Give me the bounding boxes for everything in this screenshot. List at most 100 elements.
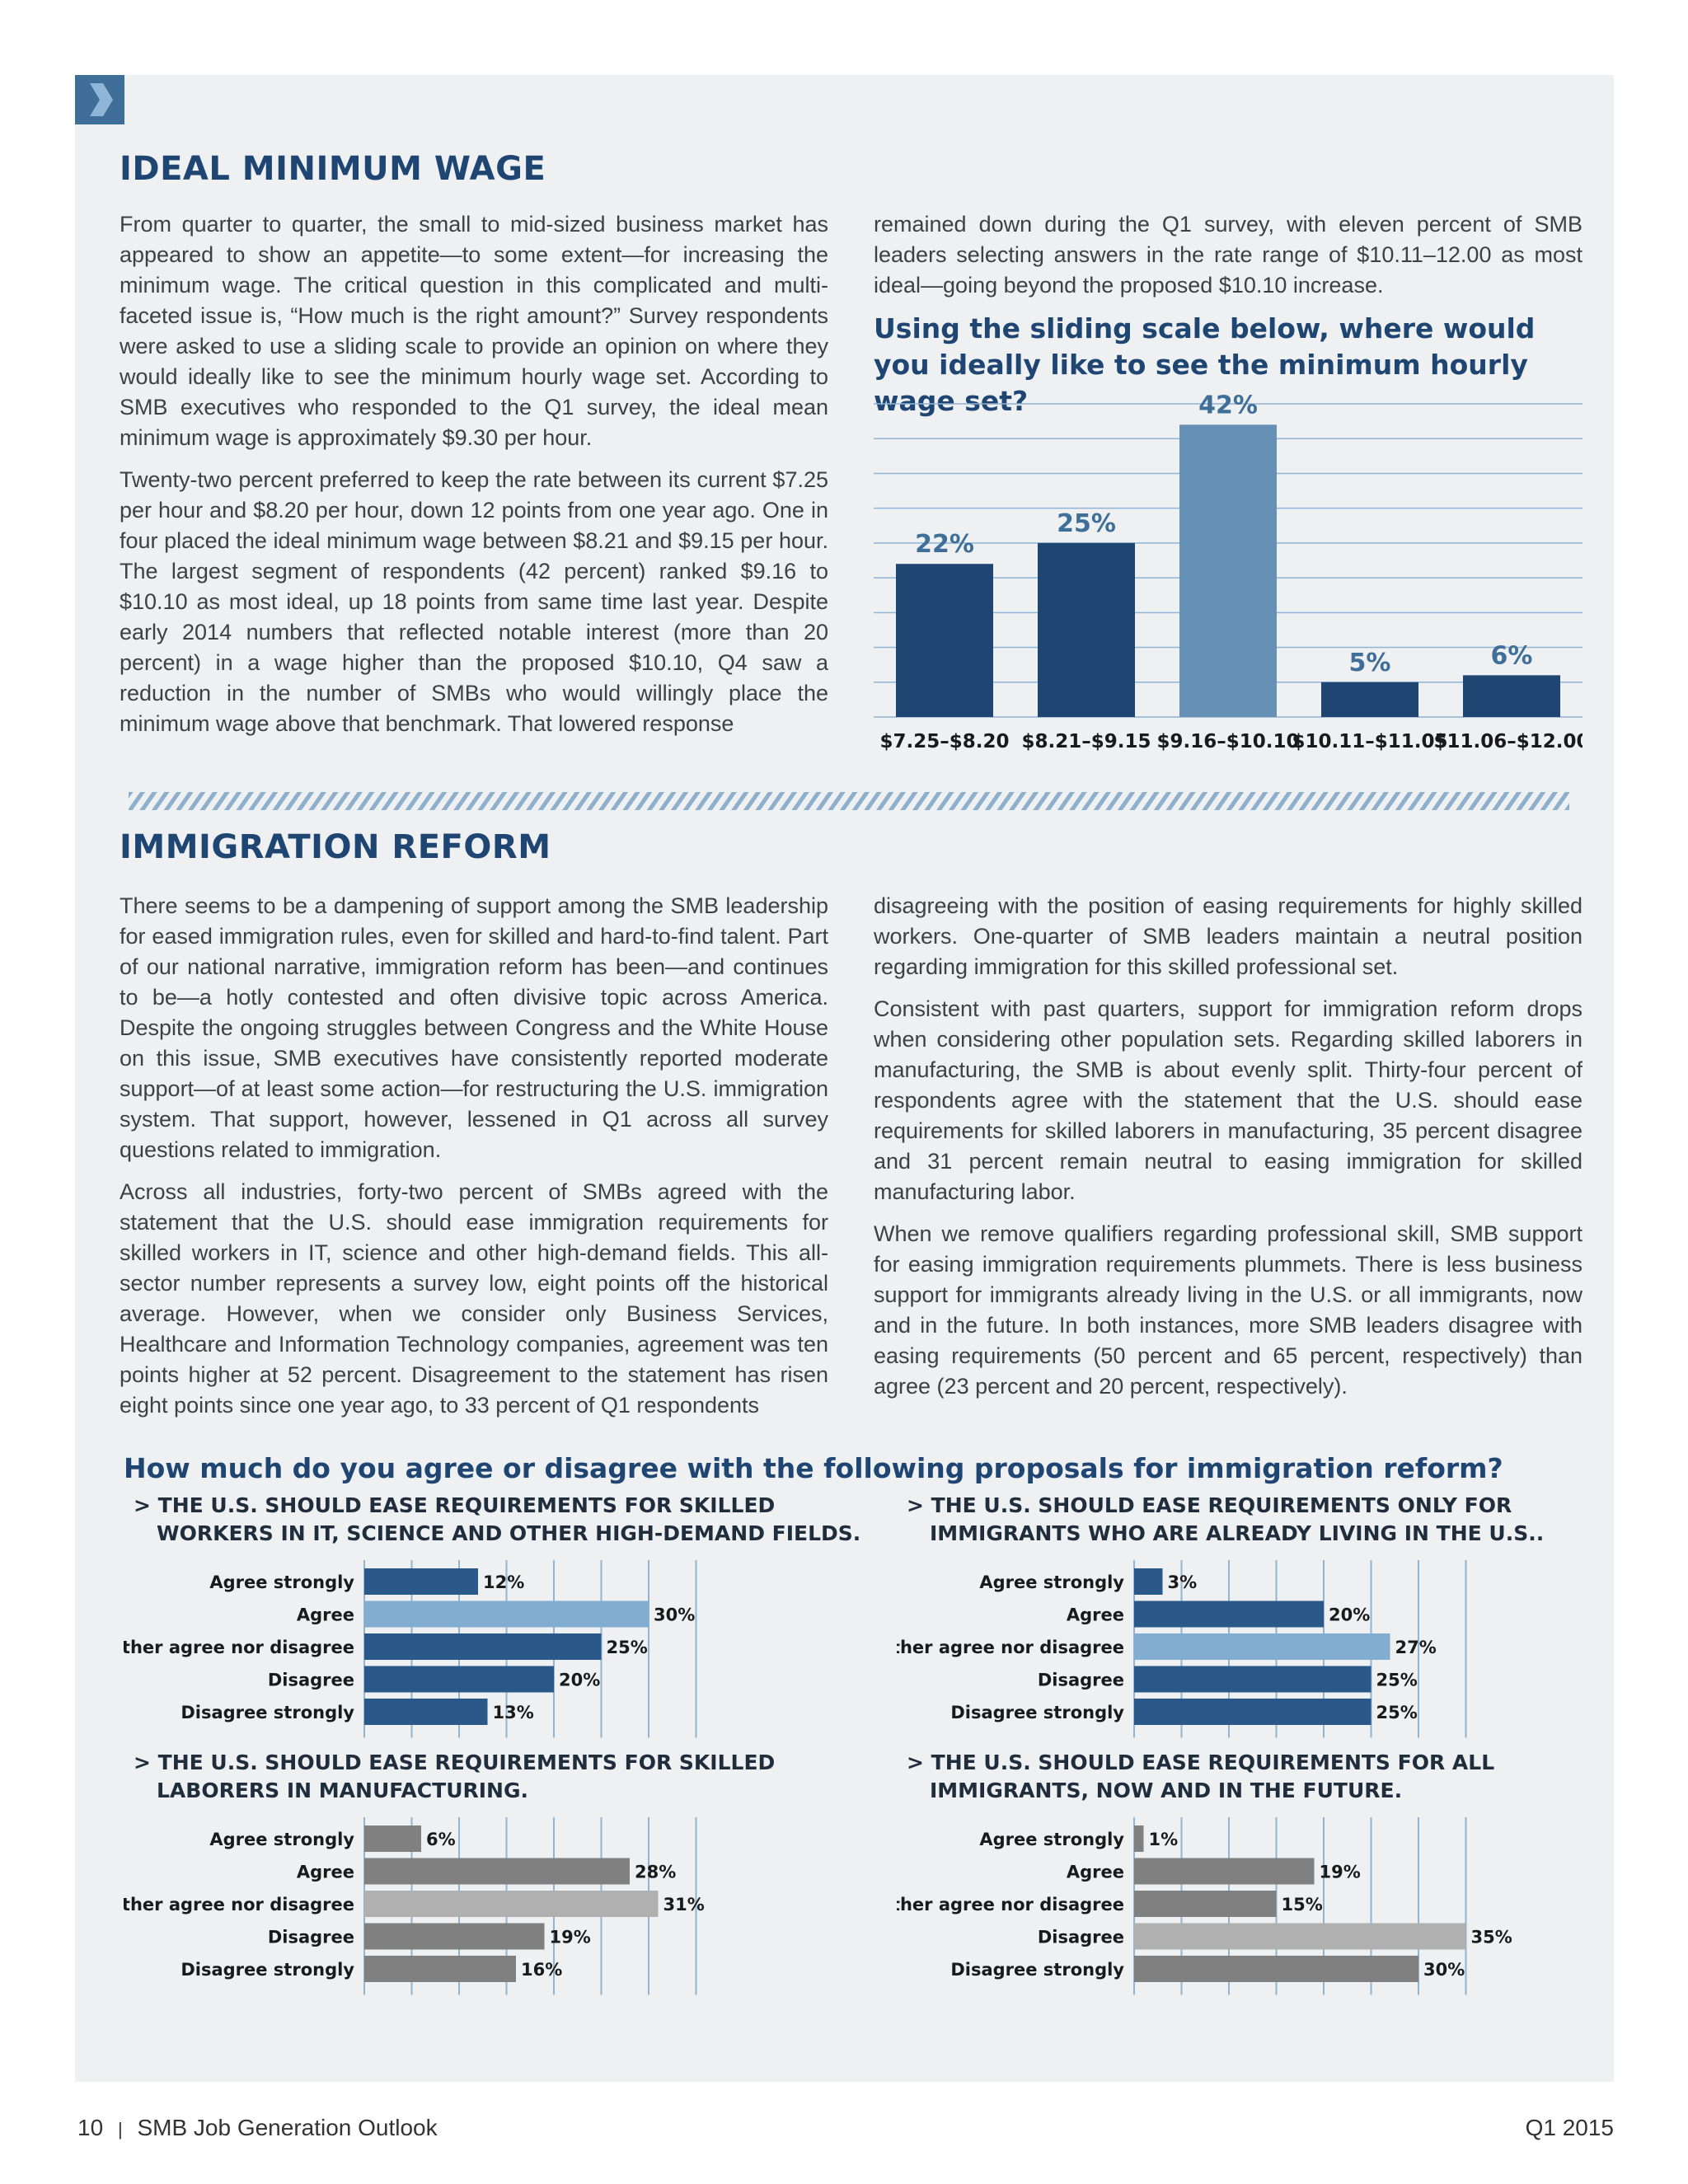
page-number: 10 <box>77 2115 104 2140</box>
category-label: Agree strongly <box>979 1830 1124 1849</box>
chart-subtitle: > THE U.S. SHOULD EASE REQUIREMENTS FOR … <box>134 1753 775 1774</box>
immigration-bar <box>364 1858 630 1885</box>
wage-bar-value-label: 5% <box>1349 649 1391 677</box>
category-label: Disagree strongly <box>950 1960 1124 1980</box>
immigration-bar <box>364 1666 554 1693</box>
category-label: Neither agree nor disagree <box>124 1895 354 1915</box>
bar-value-label: 28% <box>635 1863 676 1882</box>
bar-value-label: 25% <box>1376 1671 1418 1690</box>
immigration-bar <box>364 1601 649 1628</box>
category-label: Disagree strongly <box>181 1960 354 1980</box>
paragraph: From quarter to quarter, the small to mi… <box>120 212 828 450</box>
chart-subtitle: > THE U.S. SHOULD EASE REQUIREMENTS FOR … <box>134 1496 775 1517</box>
chart-subtitle: LABORERS IN MANUFACTURING. <box>157 1779 528 1802</box>
immigration-chart-living-in-us: > THE U.S. SHOULD EASE REQUIREMENTS ONLY… <box>897 1496 1544 1738</box>
immigration-bar <box>1134 1858 1315 1885</box>
bar-value-label: 15% <box>1282 1895 1323 1915</box>
paragraph: remained down during the Q1 survey, with… <box>874 212 1582 298</box>
footer-left: 10 | SMB Job Generation Outlook <box>77 2115 438 2141</box>
immigration-bar <box>364 1956 516 1982</box>
bar-value-label: 30% <box>1423 1960 1465 1980</box>
paragraph: Twenty-two percent preferred to keep the… <box>120 467 828 736</box>
minimum-wage-column-1: From quarter to quarter, the small to mi… <box>120 209 828 751</box>
chart-subtitle: IMMIGRANTS WHO ARE ALREADY LIVING IN THE… <box>930 1521 1544 1545</box>
chart-subtitle: IMMIGRANTS, NOW AND IN THE FUTURE. <box>930 1779 1402 1802</box>
chart-subtitle: WORKERS IN IT, SCIENCE AND OTHER HIGH-DE… <box>157 1521 860 1545</box>
category-label: Agree <box>297 1605 354 1625</box>
wage-bar <box>1321 682 1418 717</box>
immigration-column-2: disagreeing with the position of easing … <box>874 891 1582 1413</box>
immigration-bar <box>364 1568 478 1595</box>
wage-category-label: $8.21–$9.15 <box>1021 731 1151 752</box>
footer-separator: | <box>117 2119 123 2139</box>
immigration-bar <box>1134 1633 1390 1660</box>
chart-subtitle: > THE U.S. SHOULD EASE REQUIREMENTS ONLY… <box>907 1496 1512 1517</box>
immigration-column-1: There seems to be a dampening of support… <box>120 891 828 1432</box>
section-title-minimum-wage: IDEAL MINIMUM WAGE <box>120 150 546 188</box>
category-label: Agree <box>1067 1605 1124 1625</box>
wage-bar <box>896 564 993 717</box>
category-label: Agree strongly <box>209 1572 354 1592</box>
category-label: Agree strongly <box>979 1572 1124 1592</box>
category-label: Agree <box>297 1863 354 1882</box>
bar-value-label: 3% <box>1168 1572 1198 1592</box>
bar-value-label: 12% <box>483 1572 524 1592</box>
category-label: Agree <box>1067 1863 1124 1882</box>
wage-bar-value-label: 22% <box>915 530 974 559</box>
section-divider <box>129 792 1569 810</box>
immigration-bar <box>1134 1666 1372 1693</box>
bar-value-label: 31% <box>663 1895 705 1915</box>
paragraph: Across all industries, forty-two percent… <box>120 1179 828 1418</box>
category-label: Disagree strongly <box>950 1703 1124 1722</box>
immigration-bar <box>1134 1568 1163 1595</box>
immigration-chart-skilled-workers: > THE U.S. SHOULD EASE REQUIREMENTS FOR … <box>124 1496 860 1738</box>
bar-value-label: 20% <box>559 1671 600 1690</box>
bar-value-label: 16% <box>521 1960 562 1980</box>
wage-category-label: $9.16–$10.10 <box>1156 731 1299 752</box>
immigration-bar <box>1134 1699 1372 1725</box>
wage-bar <box>1038 542 1135 717</box>
category-label: Neither agree nor disagree <box>897 1895 1124 1915</box>
bar-value-label: 25% <box>1376 1703 1418 1722</box>
wage-bar <box>1179 424 1277 717</box>
wage-chart-title: Using the sliding scale below, where wou… <box>874 312 1536 417</box>
footer-quarter: Q1 2015 <box>1525 2115 1614 2140</box>
wage-category-label: $7.25–$8.20 <box>879 731 1009 752</box>
category-label: Neither agree nor disagree <box>897 1638 1124 1657</box>
immigration-bar <box>364 1825 421 1852</box>
immigration-bar <box>1134 1601 1324 1628</box>
wage-bar <box>1463 675 1560 717</box>
wage-bar-value-label: 6% <box>1491 641 1533 670</box>
immigration-bar <box>1134 1956 1418 1982</box>
bar-value-label: 6% <box>426 1830 456 1849</box>
immigration-bar <box>364 1699 488 1725</box>
category-label: Disagree <box>1038 1928 1124 1947</box>
immigration-bar <box>1134 1923 1466 1950</box>
bar-value-label: 27% <box>1395 1638 1437 1657</box>
immigration-chart-title: How much do you agree or disagree with t… <box>124 1452 1503 1484</box>
bar-value-label: 19% <box>550 1928 591 1947</box>
immigration-bar <box>1134 1891 1277 1917</box>
wage-bar-value-label: 25% <box>1057 509 1116 538</box>
category-label: Neither agree nor disagree <box>124 1638 354 1657</box>
minimum-wage-column-2: remained down during the Q1 survey, with… <box>874 209 1582 312</box>
bar-value-label: 35% <box>1471 1928 1512 1947</box>
bar-value-label: 13% <box>493 1703 534 1722</box>
immigration-chart-manufacturing: > THE U.S. SHOULD EASE REQUIREMENTS FOR … <box>124 1753 775 1995</box>
paragraph: Consistent with past quarters, support f… <box>874 996 1582 1204</box>
category-label: Disagree <box>268 1671 354 1690</box>
wage-bar-value-label: 42% <box>1198 391 1258 419</box>
category-label: Agree strongly <box>209 1830 354 1849</box>
bar-value-label: 30% <box>654 1605 695 1625</box>
wage-category-label: $10.11–$11.05 <box>1292 731 1447 752</box>
immigration-chart-all-immigrants: > THE U.S. SHOULD EASE REQUIREMENTS FOR … <box>897 1753 1512 1995</box>
category-label: Disagree strongly <box>181 1703 354 1722</box>
category-label: Disagree <box>1038 1671 1124 1690</box>
immigration-bar <box>364 1891 659 1917</box>
immigration-bar <box>364 1633 602 1660</box>
chart-subtitle: > THE U.S. SHOULD EASE REQUIREMENTS FOR … <box>907 1753 1494 1774</box>
section-title-immigration: IMMIGRATION REFORM <box>120 828 551 866</box>
paragraph: When we remove qualifiers regarding prof… <box>874 1221 1582 1399</box>
content-panel <box>75 75 1614 2082</box>
immigration-bar <box>1134 1825 1144 1852</box>
